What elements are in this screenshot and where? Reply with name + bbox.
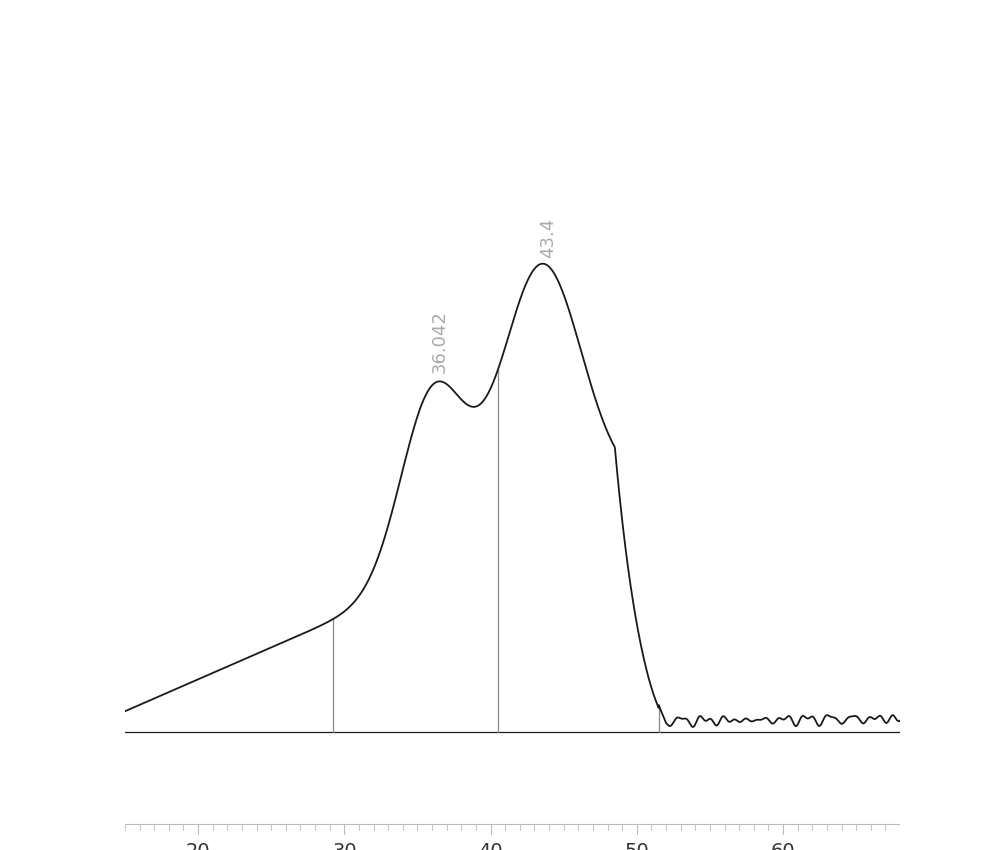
- Text: 43.4: 43.4: [539, 218, 557, 258]
- Text: 40: 40: [478, 842, 503, 850]
- Text: 50: 50: [624, 842, 649, 850]
- Text: 30: 30: [332, 842, 357, 850]
- Text: 36.042: 36.042: [431, 309, 449, 372]
- Text: 60: 60: [771, 842, 795, 850]
- Text: 20: 20: [186, 842, 210, 850]
